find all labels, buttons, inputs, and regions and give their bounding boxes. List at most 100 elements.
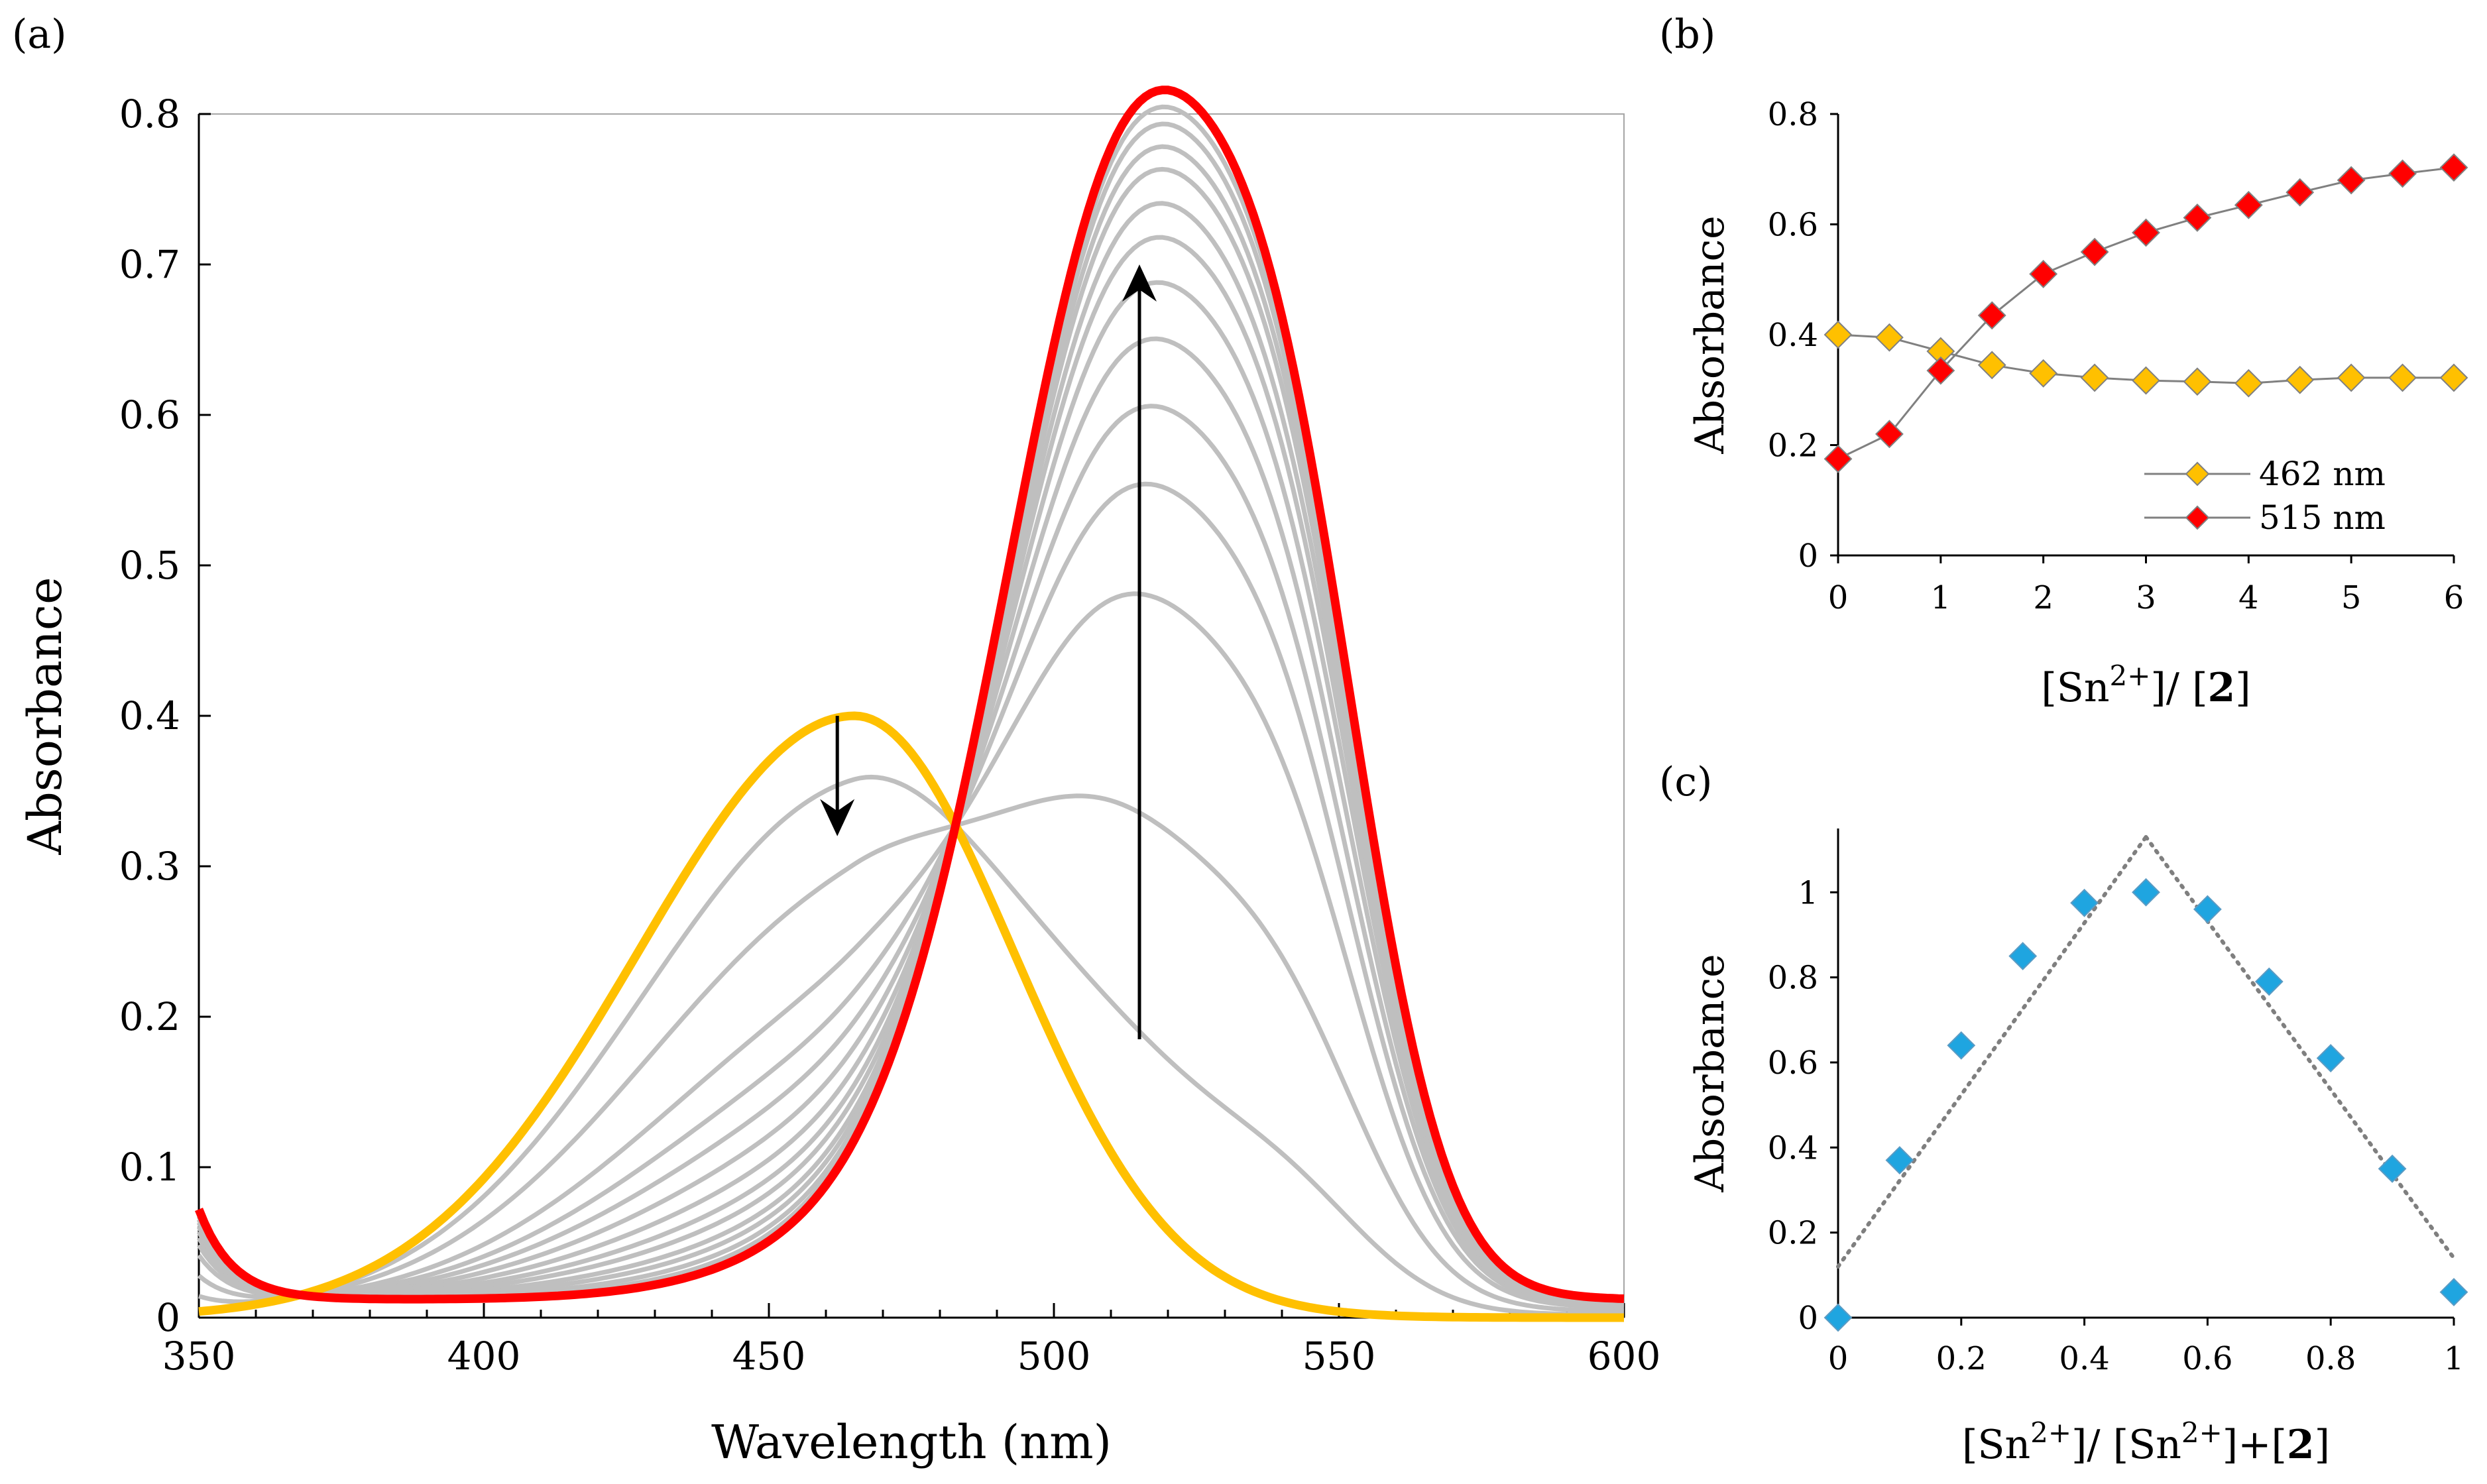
y-tick-label-a: 0.5 (119, 543, 180, 588)
data-point-b (1823, 320, 1853, 349)
data-point-b (2080, 363, 2109, 392)
x-axis-title-a: Wavelength (nm) (711, 1415, 1112, 1469)
series-intermediate-line (197, 591, 1625, 1310)
x-tick-label-a: 600 (1588, 1334, 1661, 1379)
y-tick-label-b: 0.6 (1768, 207, 1818, 244)
x-axis-title-c: [Sn2+]/ [Sn2+]+[2] (1962, 1416, 2330, 1469)
data-point-b (2029, 260, 2058, 288)
data-point-b (1926, 356, 1955, 385)
trendline-c (1836, 834, 2148, 1269)
legend-label: 462 nm (2259, 455, 2386, 493)
data-point-b (1823, 444, 1853, 473)
data-point-b (2439, 153, 2468, 182)
panel-c-chart: (c) 0 0.2 0.4 0.6 0.8 1 0 0.2 0.4 0.6 0.8 1 [Sn2+]/ [… (1659, 759, 2468, 1469)
x-tick-label-b: 6 (2444, 579, 2464, 616)
data-point-c (2439, 1278, 2468, 1306)
data-point-b (2183, 203, 2212, 232)
data-point-b (2285, 178, 2315, 207)
x-tick-label-a: 400 (447, 1334, 521, 1379)
y-tick-label-c: 0.8 (1768, 960, 1818, 997)
y-axis-title-a: Absorbance (18, 577, 72, 855)
panel-label-b: (b) (1659, 11, 1715, 58)
arrow-head (1122, 264, 1157, 302)
panel-b-chart: (b) 0 0.2 0.4 0.6 0.8 0 1 2 3 4 5 6 [Sn2+]/ [2] Absorb… (1659, 11, 2468, 712)
data-point-b (2285, 365, 2315, 394)
series-intermediate-line (196, 404, 1625, 1306)
data-point-b (2029, 359, 2058, 388)
data-point-c (2132, 878, 2160, 907)
x-tick-label-b: 5 (2341, 579, 2362, 616)
x-tick-label-a: 550 (1302, 1334, 1376, 1379)
y-tick-label-c: 0.2 (1768, 1215, 1818, 1252)
data-point-b (2234, 190, 2263, 219)
y-axis-title-c: Absorbance (1687, 954, 1733, 1192)
y-tick-label-b: 0.8 (1768, 96, 1818, 133)
y-tick-label-b: 0 (1798, 538, 1818, 575)
y-tick-label-a: 0.4 (119, 693, 180, 738)
series-intermediate-line (196, 121, 1625, 1302)
x-tick-label-b: 2 (2033, 579, 2053, 616)
x-tick-label-b: 0 (1828, 579, 1849, 616)
data-point-c (2008, 942, 2038, 970)
x-tick-label-c: 0 (1828, 1340, 1849, 1377)
y-tick-label-a: 0.1 (119, 1145, 180, 1190)
data-point-b (1875, 420, 1904, 449)
x-tick-label-a: 500 (1017, 1334, 1091, 1379)
data-point-b (2388, 363, 2417, 392)
series-line-b-1 (1837, 166, 2455, 460)
y-tick-label-a: 0.8 (119, 91, 180, 137)
series-intermediate-line (197, 481, 1625, 1308)
data-point-b (1977, 301, 2006, 330)
y-tick-label-c: 1 (1798, 874, 1818, 911)
series-intermediate-line (196, 336, 1625, 1306)
x-axis-title-b: [Sn2+]/ [2] (2041, 659, 2250, 712)
y-tick-label-a: 0.2 (119, 994, 180, 1039)
panel-label-a: (a) (12, 11, 67, 58)
x-tick-label-c: 0.6 (2182, 1340, 2232, 1377)
legend-marker (2185, 505, 2210, 530)
data-point-b (2183, 367, 2212, 396)
data-point-b (2337, 166, 2366, 195)
data-point-c (1885, 1146, 1914, 1174)
legend-b: 462 nm 515 nm (2144, 455, 2386, 537)
y-tick-label-a: 0.3 (119, 844, 180, 889)
y-tick-label-c: 0.4 (1768, 1129, 1818, 1167)
y-tick-label-b: 0.2 (1768, 428, 1818, 465)
x-tick-label-b: 4 (2238, 579, 2259, 616)
arrow-head (820, 799, 855, 836)
x-tick-label-c: 0.8 (2305, 1340, 2356, 1377)
series-final-line (194, 86, 1625, 1304)
panel-a-chart: (a) 0 0.1 0.2 0.3 0.4 0.5 0.6 0.7 0.8 350 400 450 500… (12, 11, 1660, 1469)
data-point-c (2193, 895, 2222, 924)
data-point-b (2132, 366, 2160, 395)
data-point-c (2070, 888, 2099, 917)
data-point-b (2388, 159, 2417, 188)
x-tick-label-b: 3 (2136, 579, 2156, 616)
x-tick-label-c: 0.4 (2059, 1340, 2109, 1377)
data-point-b (2234, 369, 2263, 398)
data-point-c (2254, 967, 2284, 996)
series-intermediate-line (196, 280, 1625, 1304)
x-tick-label-a: 450 (732, 1334, 806, 1379)
y-tick-label-a: 0.7 (119, 242, 180, 287)
panel-label-c: (c) (1659, 759, 1712, 805)
data-point-c (1823, 1303, 1853, 1332)
data-point-c (2316, 1044, 2345, 1072)
y-tick-label-c: 0 (1798, 1300, 1818, 1337)
data-point-b (2337, 363, 2366, 392)
series-intermediate-line (198, 774, 1624, 1318)
series-initial-line (198, 711, 1624, 1322)
x-tick-label-b: 1 (1931, 579, 1951, 616)
legend-marker (2185, 461, 2210, 486)
data-point-b (2132, 218, 2160, 247)
y-tick-label-b: 0.4 (1768, 317, 1818, 354)
data-point-b (1977, 351, 2006, 380)
data-point-c (1947, 1031, 1976, 1060)
x-tick-label-a: 350 (162, 1334, 236, 1379)
data-point-b (2080, 237, 2109, 266)
y-tick-label-a: 0.6 (119, 392, 180, 437)
y-axis-title-b: Absorbance (1687, 215, 1733, 454)
data-point-c (2378, 1154, 2407, 1183)
series-intermediate-line (196, 235, 1625, 1304)
